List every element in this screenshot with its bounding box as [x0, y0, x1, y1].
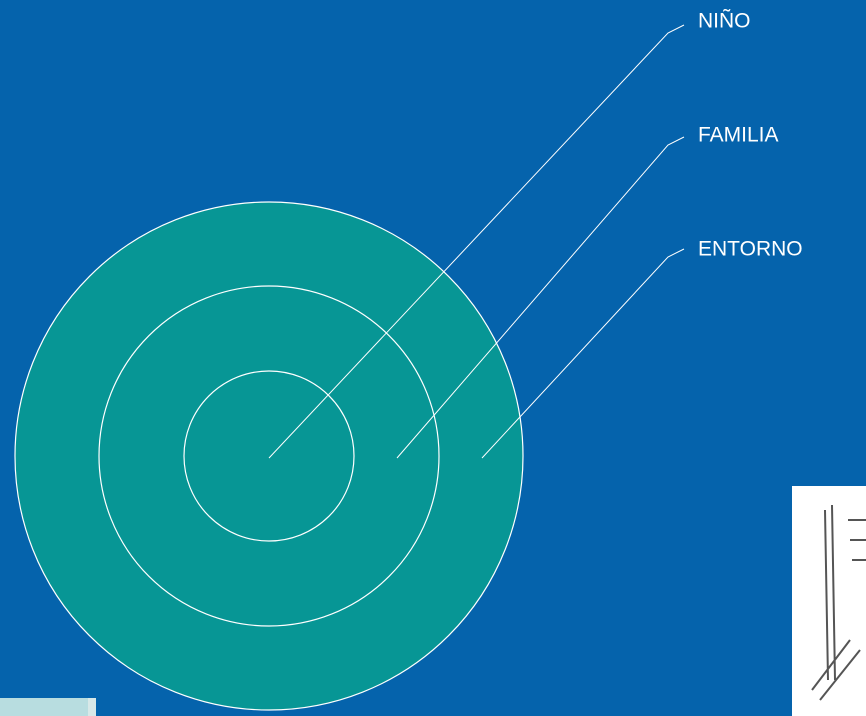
photo-fragment	[0, 698, 96, 716]
label: ENTORNO	[698, 238, 803, 261]
leader-line	[396, 136, 685, 459]
middle-ring	[98, 285, 440, 627]
leader-line	[268, 24, 685, 459]
leader-line	[481, 248, 685, 459]
label: NIÑO	[698, 9, 751, 33]
sketch-image	[792, 486, 866, 716]
outer-ring	[14, 201, 524, 711]
inner-ring	[183, 370, 355, 542]
label: FAMILIA	[698, 124, 779, 147]
